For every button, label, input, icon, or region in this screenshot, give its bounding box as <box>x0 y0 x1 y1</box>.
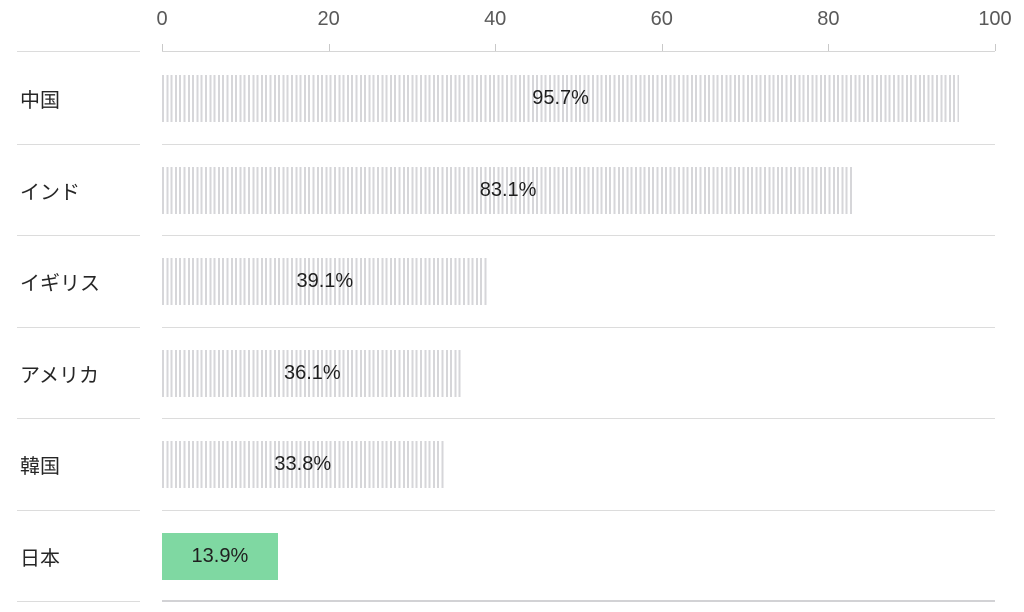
category-label: イギリス <box>20 273 100 295</box>
bar: 83.1% <box>162 166 855 214</box>
x-axis: 0 20 40 60 80 100 <box>0 0 1024 53</box>
bar-row: 日本 13.9% <box>0 511 1024 602</box>
bar-row: 韓国 33.8% <box>0 419 1024 511</box>
bar-value-label: 83.1% <box>479 178 537 201</box>
x-axis-tick-label: 100 <box>978 8 1012 30</box>
chart-row-separator <box>162 418 995 419</box>
label-column-separator <box>17 326 140 328</box>
bar-row: インド 83.1% <box>0 145 1024 236</box>
category-label: 中国 <box>20 90 60 112</box>
bar-track: 95.7% <box>162 75 995 122</box>
bar-row: 中国 95.7% <box>0 53 1024 145</box>
bar-row: アメリカ 36.1% <box>0 328 1024 419</box>
x-axis-tick-label: 0 <box>156 8 168 30</box>
bar-track: 83.1% <box>162 166 995 214</box>
x-axis-tick-mark <box>162 44 163 51</box>
bar-highlighted: 13.9% <box>162 532 278 580</box>
x-axis-tick-mark <box>328 44 330 51</box>
chart-baseline <box>162 600 995 602</box>
x-axis-tick-mark <box>995 44 996 51</box>
bar: 33.8% <box>162 441 444 488</box>
bar-track: 13.9% <box>162 532 995 580</box>
x-axis-tick-mark <box>495 44 497 51</box>
x-axis-tick-mark <box>661 44 663 51</box>
label-column-separator <box>17 235 140 236</box>
bar-track: 36.1% <box>162 349 995 397</box>
label-column-separator <box>17 143 140 145</box>
x-axis-tick-label: 40 <box>484 8 507 30</box>
bar-value-label: 39.1% <box>296 270 354 292</box>
bar-track: 33.8% <box>162 441 995 488</box>
chart-row-separator <box>162 509 995 511</box>
bar-value-label: 13.9% <box>191 544 249 567</box>
bar-row: イギリス 39.1% <box>0 236 1024 328</box>
label-column-separator <box>17 418 140 419</box>
label-column-top-separator <box>17 51 140 52</box>
chart-row-separator <box>162 326 995 328</box>
bar: 36.1% <box>162 349 463 397</box>
x-axis-tick-label: 80 <box>817 8 840 30</box>
bar-value-label: 33.8% <box>274 453 332 475</box>
bar-value-label: 95.7% <box>532 87 589 109</box>
bar: 95.7% <box>162 75 960 122</box>
bar-value-label: 36.1% <box>283 361 341 384</box>
x-axis-tick-mark <box>828 44 830 51</box>
x-axis-tick-label: 60 <box>650 8 673 30</box>
chart-row-separator <box>162 143 995 145</box>
category-label: 韓国 <box>20 456 60 478</box>
x-axis-tick-label: 20 <box>317 8 340 30</box>
category-label: インド <box>20 181 80 204</box>
category-label: アメリカ <box>20 364 99 387</box>
category-label: 日本 <box>20 547 60 570</box>
label-column-separator <box>17 601 140 602</box>
x-axis-line <box>162 51 995 52</box>
label-column-separator <box>17 509 140 511</box>
chart-row-separator <box>162 235 995 236</box>
bar-track: 39.1% <box>162 258 995 305</box>
bar: 39.1% <box>162 258 488 305</box>
